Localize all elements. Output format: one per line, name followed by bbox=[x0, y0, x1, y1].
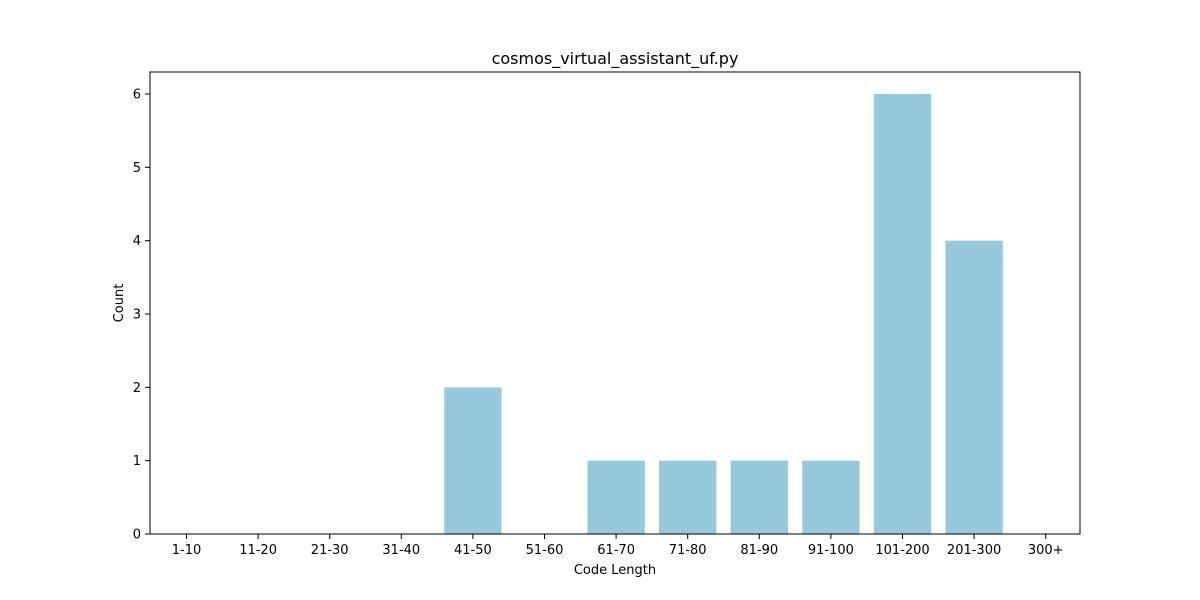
bar-71-80 bbox=[659, 460, 717, 534]
y-tick-label: 0 bbox=[133, 528, 141, 543]
bars-layer bbox=[444, 94, 1003, 534]
bar-41-50 bbox=[444, 387, 502, 534]
x-tick-label: 31-40 bbox=[382, 543, 420, 558]
plot-frame bbox=[149, 71, 1081, 535]
bar-101-200 bbox=[873, 94, 932, 534]
x-tick-label: 61-70 bbox=[597, 543, 635, 558]
x-tick-label: 21-30 bbox=[311, 543, 349, 558]
bar-201-300 bbox=[945, 240, 1003, 534]
bar-61-70 bbox=[587, 460, 645, 534]
x-tick-label: 11-20 bbox=[239, 543, 277, 558]
y-tick-label: 1 bbox=[133, 454, 141, 469]
x-tick-label: 1-10 bbox=[172, 543, 202, 558]
x-axis: 1-10 11-20 21-30 31-40 41-50 51-60 61-70 71-80 8… bbox=[172, 534, 1064, 558]
y-tick-label: 3 bbox=[133, 308, 141, 323]
chart-title: cosmos_virtual_assistant_uf.py bbox=[492, 49, 739, 69]
y-axis: 0 1 2 3 4 5 6 bbox=[133, 88, 150, 543]
x-tick-label: 300+ bbox=[1028, 543, 1064, 558]
x-axis-label: Code Length bbox=[574, 563, 656, 578]
y-tick-label: 5 bbox=[133, 161, 141, 176]
x-tick-label: 101-200 bbox=[875, 543, 929, 558]
bar-91-100 bbox=[802, 460, 860, 534]
x-tick-label: 51-60 bbox=[526, 543, 564, 558]
x-tick-label: 41-50 bbox=[454, 543, 492, 558]
x-tick-label: 81-90 bbox=[740, 543, 778, 558]
y-tick-label: 2 bbox=[133, 381, 141, 396]
y-axis-label: Count bbox=[112, 284, 127, 323]
x-tick-label: 91-100 bbox=[808, 543, 854, 558]
x-tick-label: 201-300 bbox=[947, 543, 1001, 558]
y-tick-label: 6 bbox=[133, 88, 141, 103]
y-tick-label: 4 bbox=[133, 234, 141, 249]
bar-81-90 bbox=[730, 460, 788, 534]
x-tick-label: 71-80 bbox=[669, 543, 707, 558]
